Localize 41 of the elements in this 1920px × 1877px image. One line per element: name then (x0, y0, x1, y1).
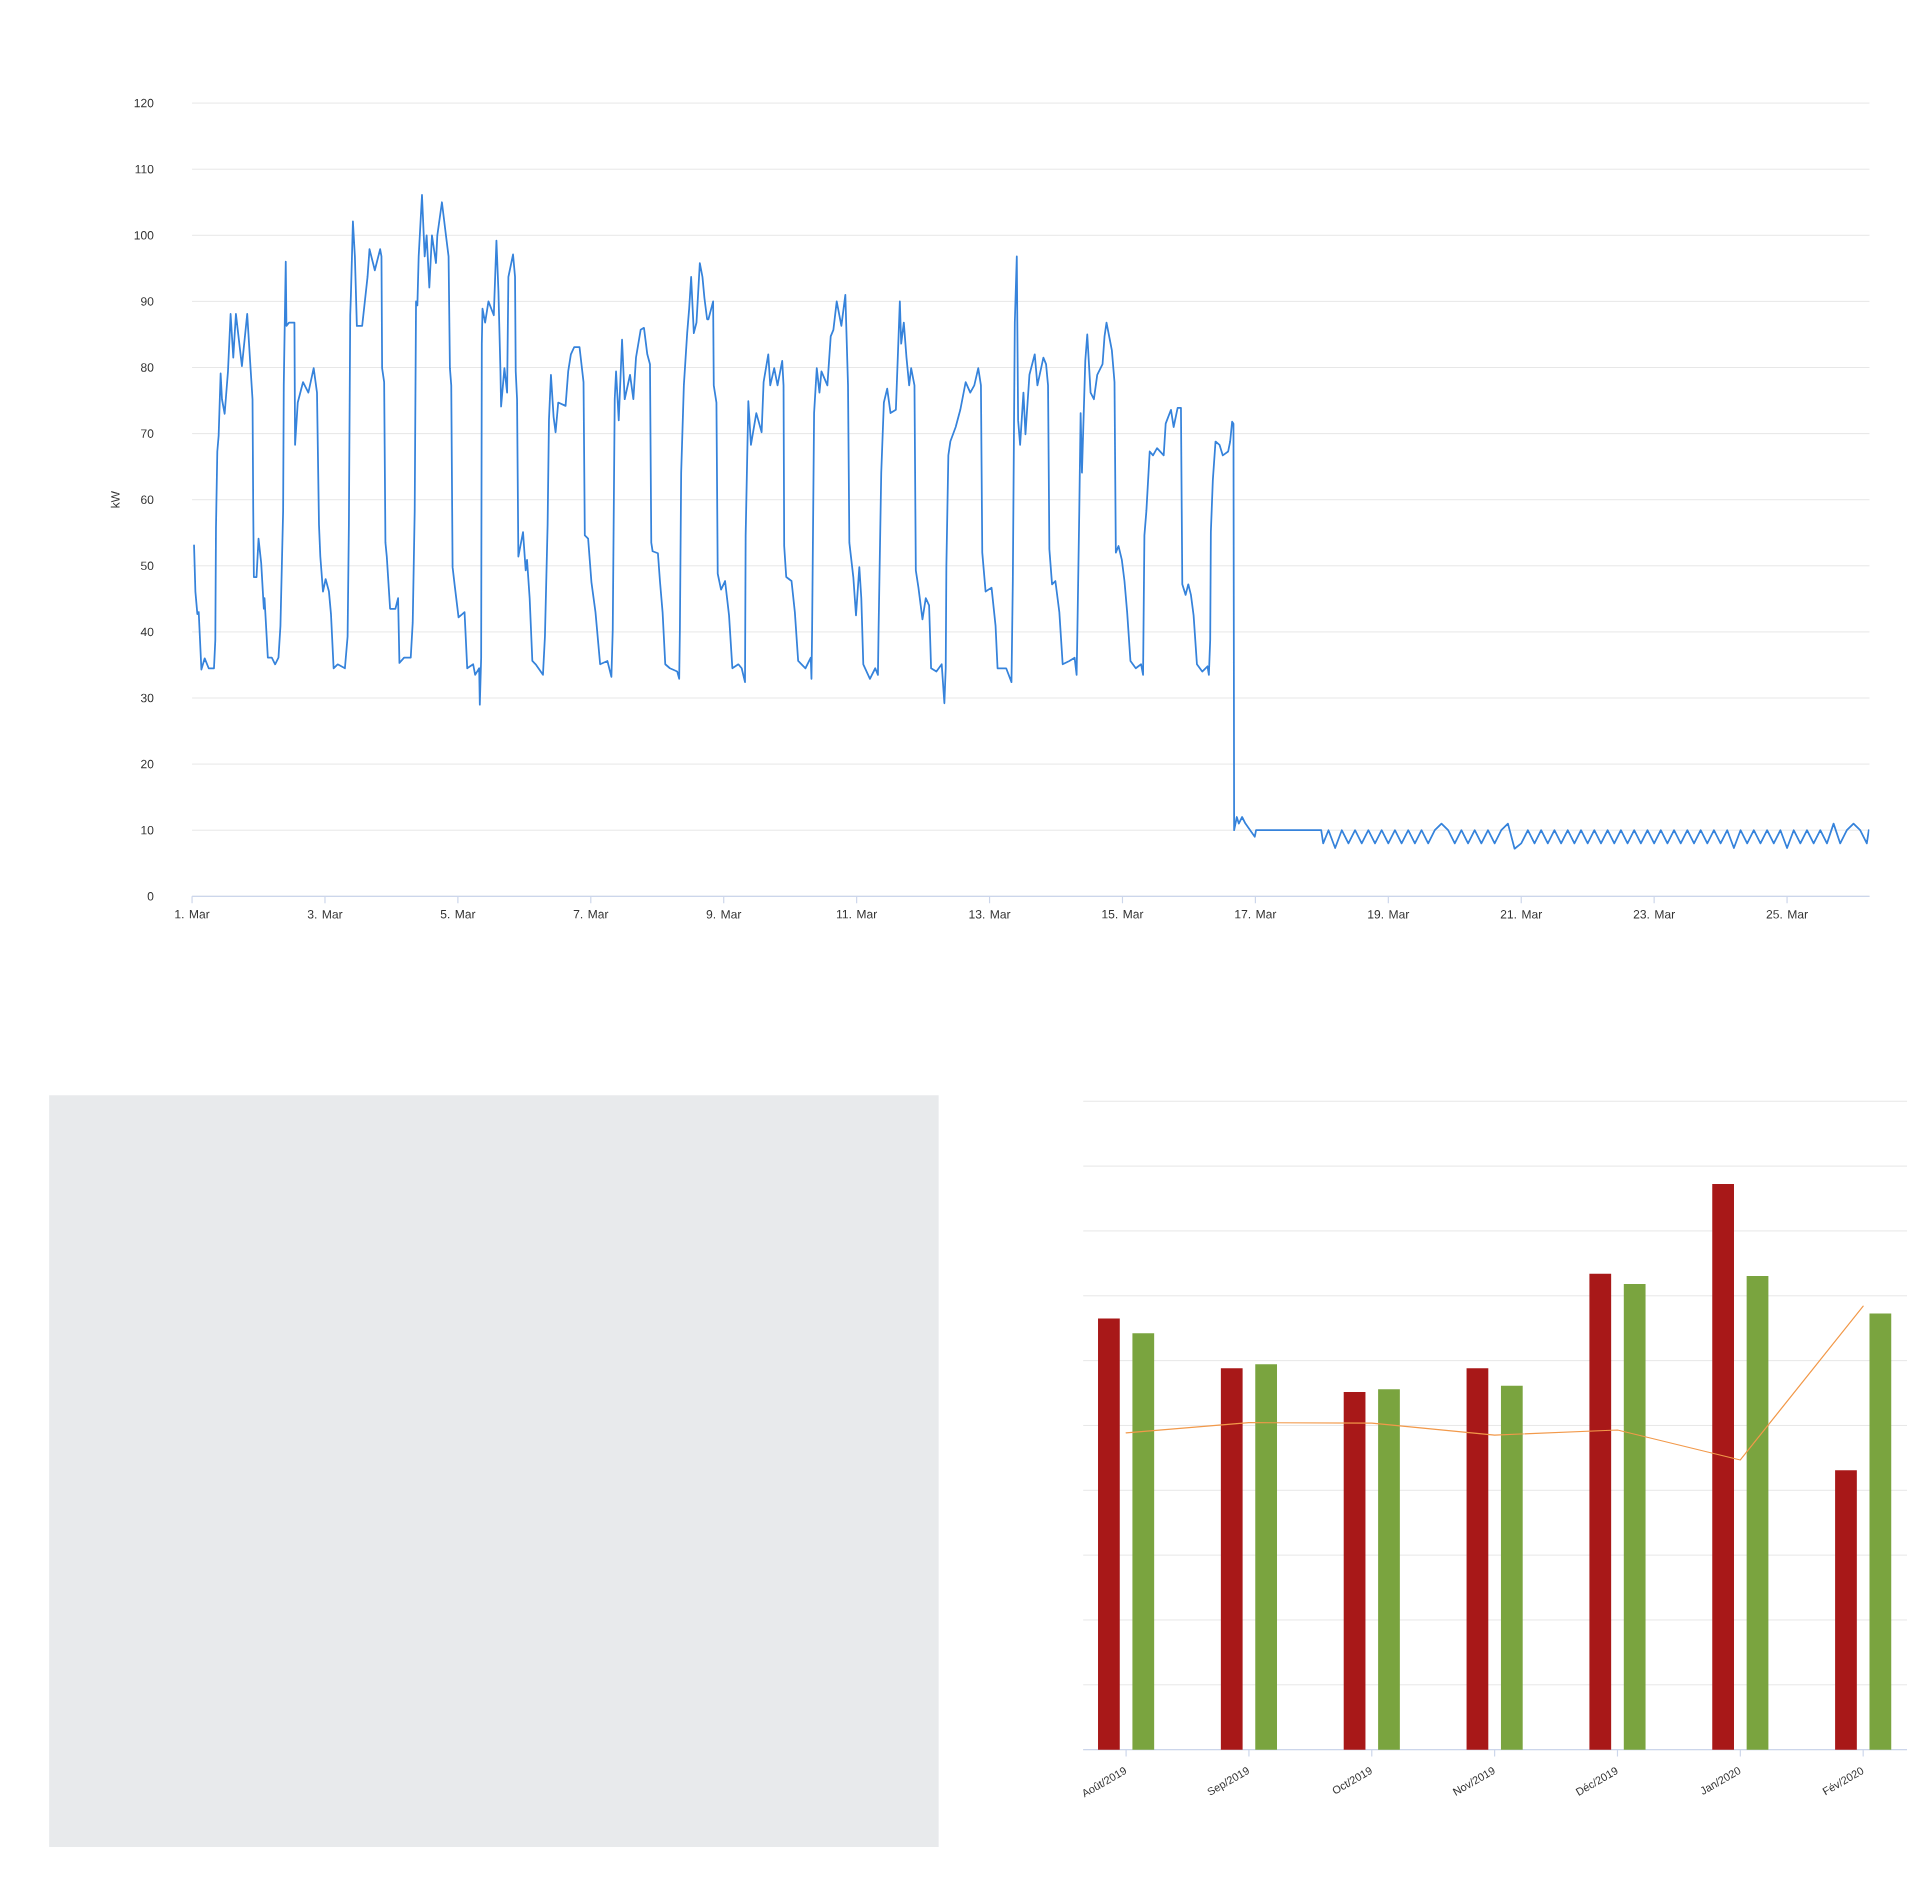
x-tick-label: 19. Mar (1368, 910, 1410, 919)
y-tick-label: 50 (140, 561, 154, 571)
x-tick-label: 25. Mar (1766, 910, 1808, 919)
x-tick-label: 21. Mar (1500, 910, 1543, 919)
x-tick-label: 15. Mar (1102, 910, 1144, 919)
y-tick-label: 10 (141, 826, 154, 835)
x-tick-label: 9. Mar (706, 910, 742, 919)
y-tick-label: 60 (141, 495, 154, 505)
y-tick-label: 120 (134, 98, 154, 108)
y-tick-label: 100 (134, 231, 154, 240)
bar (1098, 1318, 1120, 1750)
y-tick-label: 70 (141, 429, 154, 439)
bar (1132, 1333, 1155, 1750)
y-tick-label: 90 (141, 297, 154, 306)
y-tick-label: 30 (140, 693, 154, 703)
bar (1623, 1284, 1646, 1750)
bar (1589, 1273, 1612, 1750)
x-tick-label: 1. Mar (175, 910, 210, 919)
y-axis-title: kW (110, 491, 120, 508)
x-tick-label: 23. Mar (1633, 910, 1675, 919)
bar (1500, 1386, 1523, 1750)
x-tick-label: 3. Mar (307, 910, 343, 919)
y-tick-label: 0 (147, 892, 154, 901)
x-tick-label: 11. Mar (836, 910, 878, 919)
x-tick-label: 7. Mar (573, 910, 609, 919)
bar (1378, 1389, 1400, 1750)
bar (1712, 1184, 1734, 1750)
y-tick-label: 80 (140, 363, 154, 372)
y-tick-label: 40 (140, 627, 154, 637)
y-tick-label: 110 (135, 165, 154, 174)
y-tick-label: 20 (141, 759, 154, 769)
bar (1835, 1470, 1857, 1750)
bar (1220, 1368, 1243, 1750)
bar (1746, 1276, 1769, 1750)
x-tick-label: 13. Mar (969, 910, 1011, 919)
bar (1255, 1364, 1278, 1750)
x-tick-label: 5. Mar (440, 910, 476, 919)
bar (1343, 1392, 1366, 1750)
bar (1466, 1368, 1489, 1750)
bar (1869, 1313, 1892, 1750)
x-tick-label: 17. Mar (1235, 910, 1277, 919)
